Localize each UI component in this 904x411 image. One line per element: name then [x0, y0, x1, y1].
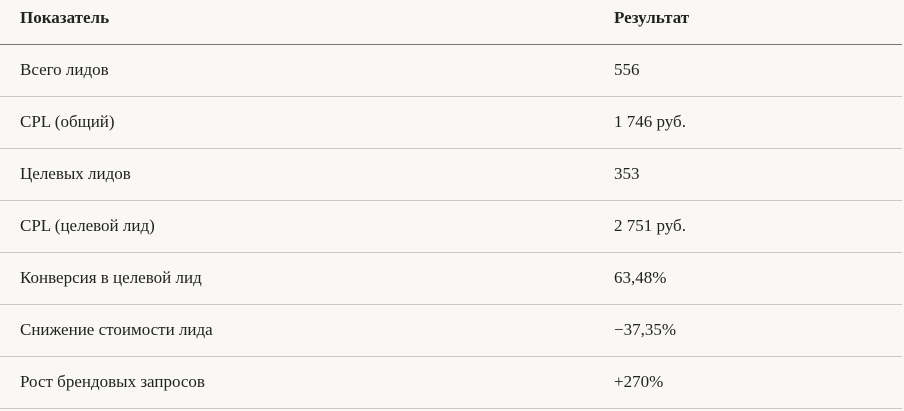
indicator-cell: Всего лидов: [0, 44, 614, 97]
result-cell: 556: [614, 44, 902, 97]
indicator-cell: Рост брендовых запросов: [0, 356, 614, 409]
table-row: Снижение стоимости лида −37,35%: [0, 304, 902, 357]
indicator-cell: Целевых лидов: [0, 148, 614, 201]
result-cell: 63,48%: [614, 252, 902, 305]
indicator-cell: Снижение стоимости лида: [0, 304, 614, 357]
result-cell: 353: [614, 148, 902, 201]
header-indicator: Показатель: [0, 0, 614, 45]
table-row: Рост брендовых запросов +270%: [0, 356, 902, 409]
indicator-cell: Конверсия в целевой лид: [0, 252, 614, 305]
table-row: CPL (общий) 1 746 руб.: [0, 96, 902, 149]
indicator-cell: CPL (целевой лид): [0, 200, 614, 253]
result-cell: −37,35%: [614, 304, 902, 357]
result-cell: 2 751 руб.: [614, 200, 902, 253]
header-result: Результат: [614, 0, 902, 45]
result-cell: 1 746 руб.: [614, 96, 902, 149]
table-row: Целевых лидов 353: [0, 148, 902, 201]
table-row: Конверсия в целевой лид 63,48%: [0, 252, 902, 305]
table-row: Всего лидов 556: [0, 44, 902, 97]
indicator-cell: CPL (общий): [0, 96, 614, 149]
result-cell: +270%: [614, 356, 902, 409]
header-row: Показатель Результат: [0, 0, 902, 45]
table-row: CPL (целевой лид) 2 751 руб.: [0, 200, 902, 253]
